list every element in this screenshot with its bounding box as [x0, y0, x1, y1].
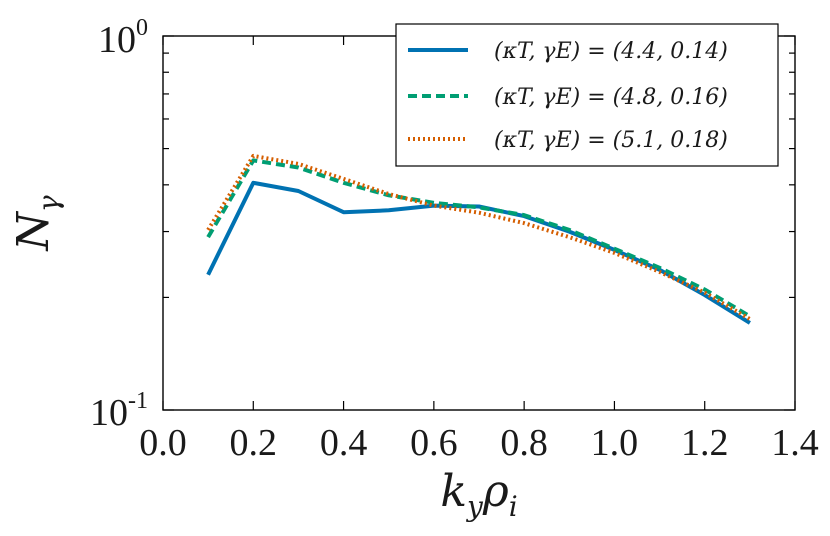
x-axis-label: kyρi	[440, 466, 517, 523]
legend-label-2: (κT, γE) = (4.8, 0.16)	[494, 85, 728, 110]
y-tick-labels: 100 10-1	[90, 15, 148, 434]
x-tick-label: 0.6	[410, 422, 458, 464]
x-tick-label: 1.4	[771, 422, 819, 464]
y-tick-label-bottom: 10-1	[90, 388, 148, 434]
series-layer	[206, 153, 751, 325]
legend-label-1: (κT, γE) = (4.4, 0.14)	[494, 39, 728, 64]
y-tick-exp-top: 0	[136, 15, 148, 41]
legend: (κT, γE) = (4.4, 0.14) (κT, γE) = (4.8, …	[395, 23, 779, 167]
x-tick-labels: 0.0 0.2 0.4 0.6 0.8 1.0 1.2 1.4	[139, 422, 819, 464]
x-tick-label: 0.8	[500, 422, 548, 464]
x-tick-label: 1.0	[591, 422, 639, 464]
x-tick-label: 1.2	[681, 422, 729, 464]
y-tick-label-top: 100	[98, 15, 148, 61]
y-tick-exp-bottom: -1	[128, 388, 148, 414]
x-tick-label: 0.2	[230, 422, 278, 464]
series-line-2	[206, 158, 751, 319]
series-line-1	[206, 180, 751, 325]
x-tick-label: 0.0	[139, 422, 187, 464]
y-axis-label: Nγ	[8, 195, 65, 252]
series-line-3	[206, 153, 751, 321]
x-tick-label: 0.4	[320, 422, 368, 464]
legend-box	[395, 23, 779, 167]
legend-label-3: (κT, γE) = (5.1, 0.18)	[494, 128, 728, 153]
